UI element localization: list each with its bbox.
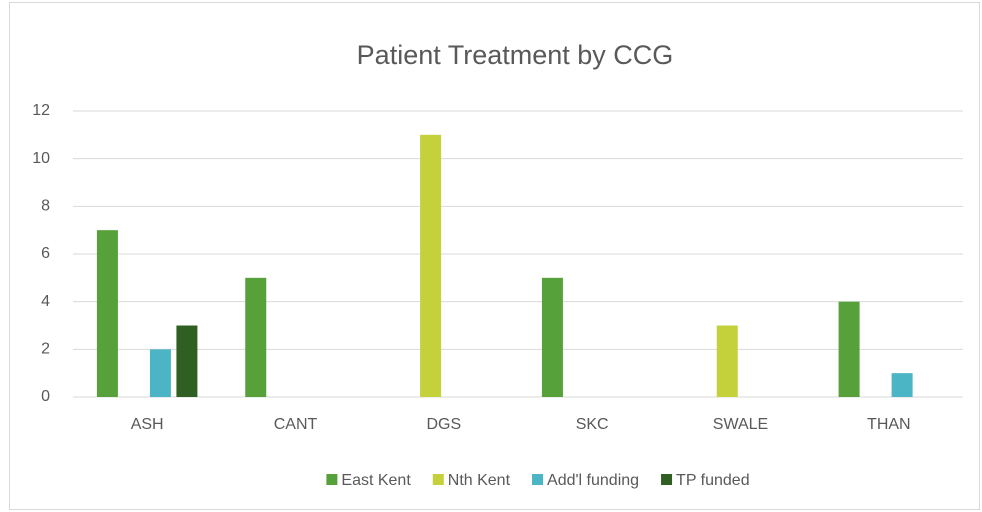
bar xyxy=(149,349,171,397)
y-tick-label: 6 xyxy=(41,245,50,262)
x-tick-label: CANT xyxy=(274,416,318,433)
legend-swatch xyxy=(326,474,338,485)
bar xyxy=(420,134,442,398)
bar xyxy=(176,325,198,397)
legend-label: East Kent xyxy=(341,472,411,489)
legend-label: Nth Kent xyxy=(448,472,511,489)
chart-title: Patient Treatment by CCG xyxy=(357,40,674,70)
y-tick-label: 0 xyxy=(41,388,50,405)
bar xyxy=(891,373,913,397)
legend-swatch xyxy=(532,474,544,485)
legend-swatch xyxy=(661,474,673,485)
y-tick-label: 12 xyxy=(32,102,50,119)
x-tick-label: SKC xyxy=(576,416,609,433)
y-tick-label: 4 xyxy=(41,293,50,310)
bar xyxy=(245,277,267,397)
legend-label: TP funded xyxy=(676,472,750,489)
legend-swatch xyxy=(432,474,444,485)
bar xyxy=(541,277,563,397)
bar xyxy=(96,230,118,397)
y-tick-label: 8 xyxy=(41,198,50,215)
bar xyxy=(838,301,860,397)
chart-border xyxy=(9,2,980,510)
x-tick-label: THAN xyxy=(867,416,911,433)
x-tick-label: DGS xyxy=(426,416,461,433)
legend-label: Add'l funding xyxy=(547,472,639,489)
y-tick-label: 2 xyxy=(41,341,50,358)
bar xyxy=(716,325,738,397)
x-tick-label: ASH xyxy=(131,416,164,433)
x-tick-label: SWALE xyxy=(713,416,768,433)
y-tick-label: 10 xyxy=(32,150,50,167)
